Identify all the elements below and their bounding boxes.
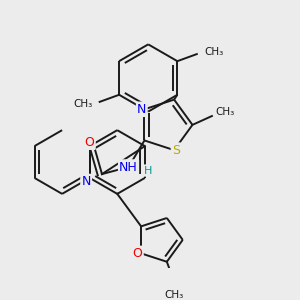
Text: N: N	[82, 175, 91, 188]
Text: O: O	[133, 247, 142, 260]
Text: O: O	[85, 136, 94, 149]
Text: N: N	[137, 103, 146, 116]
Text: CH₃: CH₃	[215, 107, 235, 118]
Text: H: H	[144, 166, 152, 176]
Text: S: S	[172, 144, 180, 157]
Text: CH₃: CH₃	[164, 290, 184, 300]
Text: NH: NH	[119, 160, 138, 173]
Text: CH₃: CH₃	[73, 99, 93, 109]
Text: CH₃: CH₃	[204, 47, 223, 57]
